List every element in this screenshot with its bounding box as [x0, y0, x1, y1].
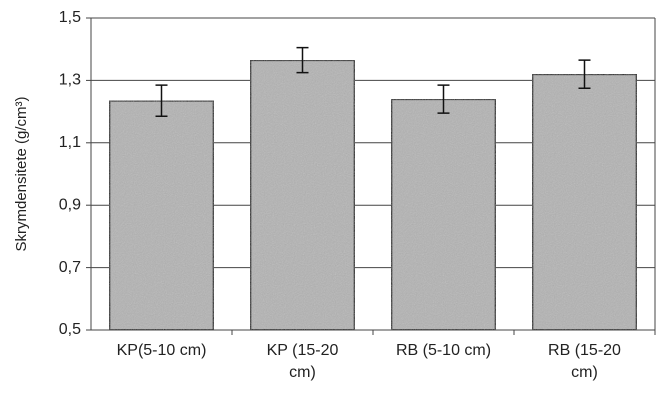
x-tick-label: RB (5-10 cm)	[395, 342, 492, 359]
bar	[249, 59, 356, 332]
x-tick-label: RB (15-20 cm)	[548, 342, 621, 381]
error-bar	[578, 59, 591, 89]
error-bar	[296, 46, 309, 74]
x-tick-label: KP (15-20 cm)	[266, 342, 339, 381]
bar	[531, 73, 638, 331]
error-bar	[155, 84, 168, 118]
y-tick-label: 1,5	[59, 9, 81, 26]
bar	[390, 98, 497, 332]
x-tick-label: KP(5-10 cm)	[116, 342, 207, 359]
y-tick-label: 1,3	[59, 72, 81, 89]
bar	[108, 99, 215, 332]
error-bar	[437, 84, 450, 114]
y-axis-label: Skrymdensitete (g/cm³)	[13, 96, 30, 251]
y-tick-label: 0,5	[59, 321, 81, 338]
y-tick-label: 1,1	[59, 134, 81, 151]
y-tick-label: 0,7	[59, 259, 81, 276]
y-tick-label: 0,9	[59, 196, 81, 213]
